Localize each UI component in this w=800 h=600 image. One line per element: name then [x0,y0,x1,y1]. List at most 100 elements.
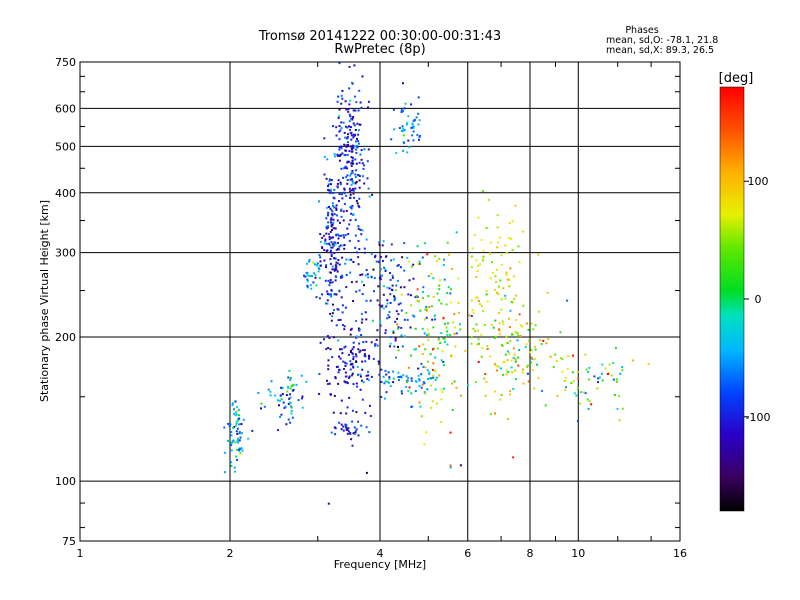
data-point [352,366,355,369]
data-point [369,415,372,417]
data-point [361,162,364,165]
data-point [238,447,241,450]
data-point [477,300,480,302]
data-point [440,302,443,305]
data-point [331,246,334,249]
data-point [561,370,564,373]
data-point [510,300,513,303]
data-point [332,218,335,221]
data-point [349,432,352,434]
data-point [330,179,333,182]
data-point [397,376,400,378]
data-point [356,137,358,140]
colorbar-tick-label: -100 [746,411,771,424]
data-point [343,346,346,349]
data-point [542,339,545,342]
data-point [434,318,436,321]
data-point [418,345,421,348]
data-point [334,257,337,260]
data-point [359,375,362,378]
data-point [367,276,370,279]
data-point [343,131,346,134]
data-point [363,284,365,287]
data-point [390,259,393,262]
data-point [447,286,450,289]
data-point [288,397,291,400]
data-point [512,456,515,459]
data-point [378,261,380,264]
data-point [280,413,283,416]
data-point [333,153,336,156]
data-point [337,155,340,157]
data-point [431,318,434,321]
y-tick-label: 200 [55,331,76,344]
data-point [338,130,341,133]
data-point [432,374,434,377]
data-point [328,206,330,208]
data-point [379,278,382,281]
data-point [325,206,328,209]
data-point [449,292,452,295]
data-point [361,293,364,296]
data-point [621,366,624,368]
data-point [405,386,408,388]
data-point [318,297,321,300]
data-point [325,348,328,351]
data-point [403,286,406,289]
data-point [323,173,326,176]
data-point [344,375,347,378]
data-point [482,259,484,262]
data-point [230,444,233,447]
data-point [601,379,604,382]
data-point [332,227,335,230]
data-point [351,81,353,84]
data-point [353,124,356,127]
data-point [356,146,359,149]
data-point [457,301,460,304]
data-point [502,322,505,325]
data-point [321,293,324,296]
data-point [301,406,304,409]
data-point [415,116,418,119]
data-point [399,302,402,305]
data-point [330,223,333,226]
data-point [324,239,327,242]
data-point [459,394,462,397]
data-point [349,360,352,363]
data-point [327,359,330,362]
data-point [495,281,498,284]
data-point [343,368,345,370]
data-point [409,354,412,357]
data-point [434,378,437,381]
data-point [484,373,487,375]
data-point [513,298,516,300]
data-point [340,147,343,150]
data-point [355,382,358,385]
data-point [346,182,349,185]
data-point [407,115,410,118]
data-point [504,294,507,297]
data-point [281,387,284,390]
data-point [470,299,473,302]
data-point [388,311,391,313]
data-point [349,145,352,148]
data-point [330,209,333,212]
data-point [344,165,347,168]
data-point [435,376,438,379]
data-point [400,375,403,378]
data-point [417,123,420,126]
data-point [341,197,344,200]
data-point [343,244,346,246]
data-point [289,421,292,424]
data-point [521,325,523,328]
data-point [492,326,495,329]
data-point [365,426,368,429]
data-point [512,333,515,336]
data-point [443,338,446,341]
data-point [440,359,443,362]
data-point [507,317,510,320]
data-point [499,279,502,282]
data-point [347,144,350,146]
data-point [349,190,351,193]
data-point [342,210,345,213]
